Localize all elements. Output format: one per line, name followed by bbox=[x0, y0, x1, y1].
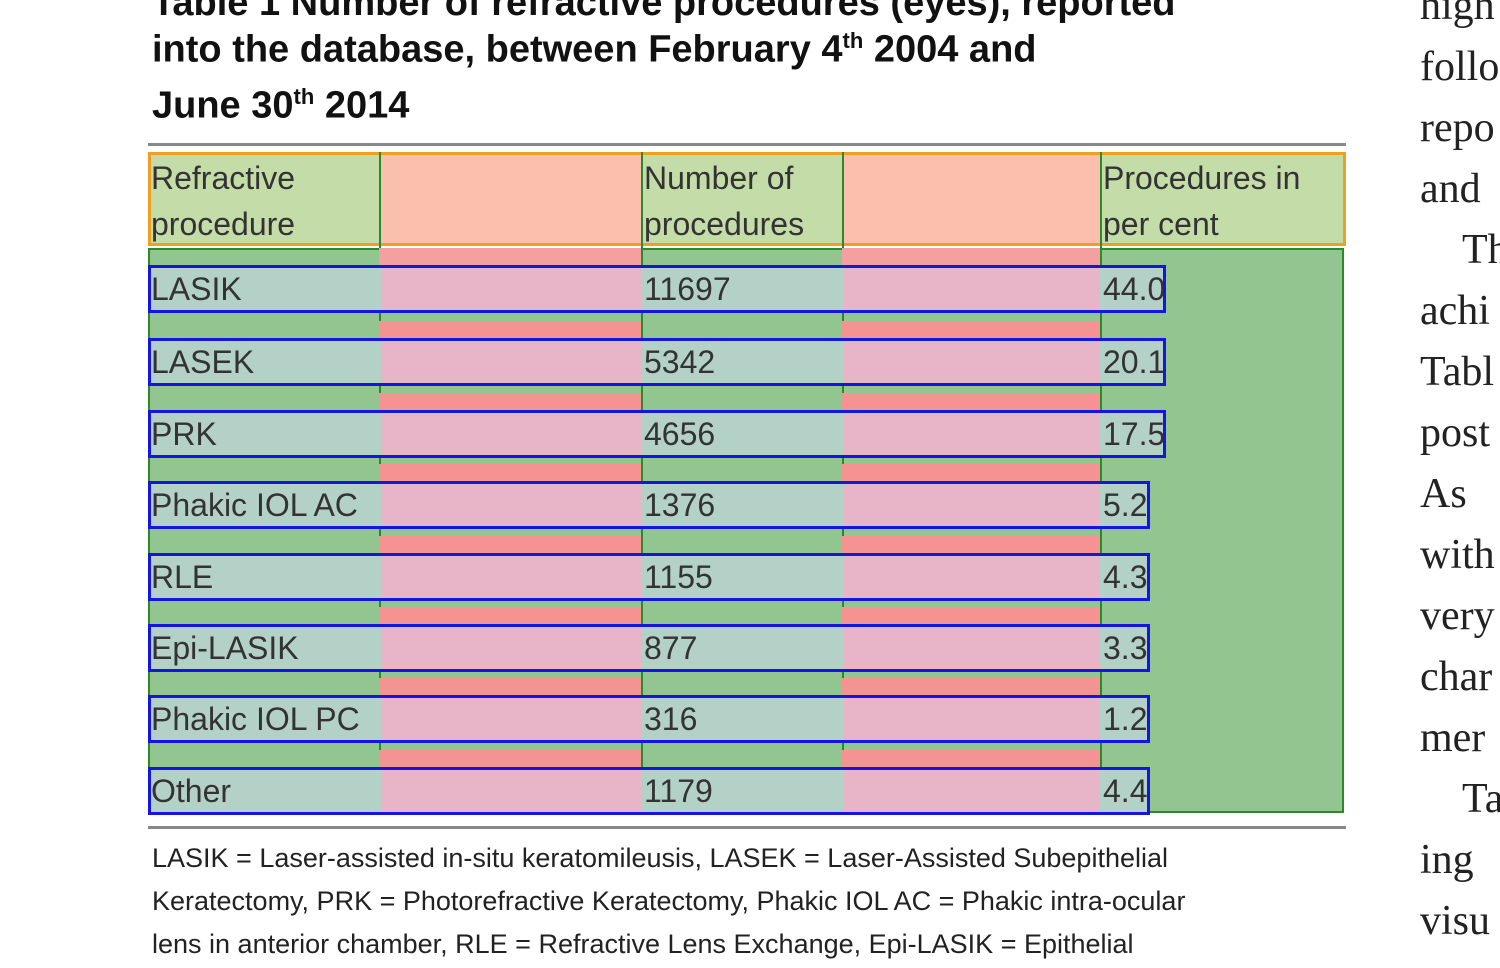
table-cell: 316 bbox=[644, 701, 698, 737]
empty-cell bbox=[844, 698, 1100, 740]
separator-stripe bbox=[842, 607, 1100, 624]
footnote-line: LASIK = Laser-assisted in-situ keratomil… bbox=[152, 843, 1168, 873]
empty-cell bbox=[844, 484, 1100, 526]
table-cell: Phakic IOL PC bbox=[151, 701, 360, 737]
table-cell: 5.2 bbox=[1103, 487, 1147, 523]
empty-cell bbox=[381, 268, 641, 310]
sidebar-text: char bbox=[1420, 654, 1493, 700]
footnote-line: Keratectomy, PRK = Photorefractive Kerat… bbox=[152, 886, 1186, 916]
separator-stripe bbox=[842, 393, 1100, 410]
table-cell: 4.4 bbox=[1103, 773, 1147, 809]
table-cell: Other bbox=[151, 773, 232, 809]
sidebar-text: visu bbox=[1420, 898, 1491, 944]
table-cell: Epi-LASIK bbox=[151, 630, 299, 666]
title-line: into the database, between February 4th … bbox=[152, 28, 1037, 72]
superscript: th bbox=[293, 84, 315, 109]
empty-cell bbox=[381, 627, 641, 669]
sidebar-text: Ta bbox=[1462, 776, 1500, 822]
table-cell: LASEK bbox=[151, 344, 255, 380]
empty-cell bbox=[381, 341, 641, 383]
superscript: th bbox=[842, 28, 864, 53]
title-text: 2004 and bbox=[873, 28, 1037, 71]
table-cell: 20.1 bbox=[1103, 344, 1163, 380]
sidebar-text: very bbox=[1420, 593, 1495, 639]
sidebar-text: Tabl bbox=[1420, 349, 1495, 395]
empty-cell bbox=[844, 413, 1100, 455]
separator-stripe bbox=[379, 393, 641, 410]
sidebar-text: achi bbox=[1420, 288, 1490, 334]
separator-stripe bbox=[379, 536, 641, 553]
table-cell: 4656 bbox=[644, 416, 716, 452]
table-cell: 1.2 bbox=[1103, 701, 1147, 737]
table-cell: 11697 bbox=[644, 271, 731, 307]
rule bbox=[148, 826, 1346, 829]
table-cell: LASIK bbox=[151, 271, 242, 307]
sidebar-text: ing bbox=[1420, 837, 1474, 883]
sidebar-text: Th bbox=[1462, 227, 1500, 273]
header-bg bbox=[148, 152, 1346, 246]
sidebar-text: follo bbox=[1420, 44, 1500, 90]
title-text: June 30 bbox=[152, 84, 294, 127]
table-cell: Phakic IOL AC bbox=[151, 487, 358, 523]
empty-cell bbox=[381, 698, 641, 740]
separator-stripe bbox=[842, 750, 1100, 767]
header-empty-cell bbox=[842, 155, 1100, 243]
title-text: into the database, between February 4 bbox=[152, 28, 843, 71]
table-cell: 877 bbox=[644, 630, 698, 666]
separator-stripe bbox=[379, 678, 641, 695]
header-cell: Number of procedures bbox=[644, 160, 805, 242]
separator-stripe bbox=[379, 464, 641, 481]
sidebar-text: post bbox=[1420, 410, 1491, 456]
empty-cell bbox=[844, 268, 1100, 310]
table-cell: 44.0 bbox=[1103, 271, 1163, 307]
table-cell: 4.3 bbox=[1103, 559, 1147, 595]
header-cell: Refractive procedure bbox=[151, 160, 296, 242]
empty-cell bbox=[381, 413, 641, 455]
footnote-line: lens in anterior chamber, RLE = Refracti… bbox=[152, 929, 1134, 959]
separator-stripe bbox=[842, 464, 1100, 481]
table-cell: 1376 bbox=[644, 487, 716, 523]
empty-cell bbox=[381, 556, 641, 598]
sidebar-text: mer bbox=[1420, 715, 1486, 761]
sidebar-text: repo bbox=[1420, 105, 1495, 151]
sidebar-text: high bbox=[1420, 0, 1495, 29]
empty-cell bbox=[844, 341, 1100, 383]
table-cell: 1155 bbox=[644, 559, 713, 595]
sidebar-text: with bbox=[1420, 532, 1495, 578]
title-line: Table 1 Number of refractive procedures … bbox=[152, 0, 1176, 24]
table-cell: 1179 bbox=[644, 773, 713, 809]
header-empty-cell bbox=[379, 155, 641, 243]
separator-stripe bbox=[379, 321, 641, 338]
separator-stripe bbox=[842, 536, 1100, 553]
separator-stripe bbox=[842, 248, 1100, 265]
separator-stripe bbox=[379, 750, 641, 767]
table-cell: 17.5 bbox=[1103, 416, 1163, 452]
table-cell: 3.3 bbox=[1103, 630, 1147, 666]
table-cell: 5342 bbox=[644, 344, 716, 380]
separator-stripe bbox=[379, 607, 641, 624]
separator-stripe bbox=[379, 248, 641, 265]
title-line: June 30th 2014 bbox=[152, 84, 409, 128]
empty-cell bbox=[381, 770, 641, 812]
header-cell: Procedures in per cent bbox=[1103, 160, 1301, 242]
separator-stripe bbox=[842, 321, 1100, 338]
table-cell: RLE bbox=[151, 559, 214, 595]
table-cell: PRK bbox=[151, 416, 217, 452]
empty-cell bbox=[844, 556, 1100, 598]
title-text: 2014 bbox=[324, 84, 410, 127]
separator-stripe bbox=[842, 678, 1100, 695]
sidebar-text: and bbox=[1420, 166, 1481, 212]
empty-cell bbox=[844, 770, 1100, 812]
empty-cell bbox=[844, 627, 1100, 669]
sidebar-text: As bbox=[1420, 471, 1467, 517]
empty-cell bbox=[381, 484, 641, 526]
rule bbox=[148, 143, 1346, 146]
